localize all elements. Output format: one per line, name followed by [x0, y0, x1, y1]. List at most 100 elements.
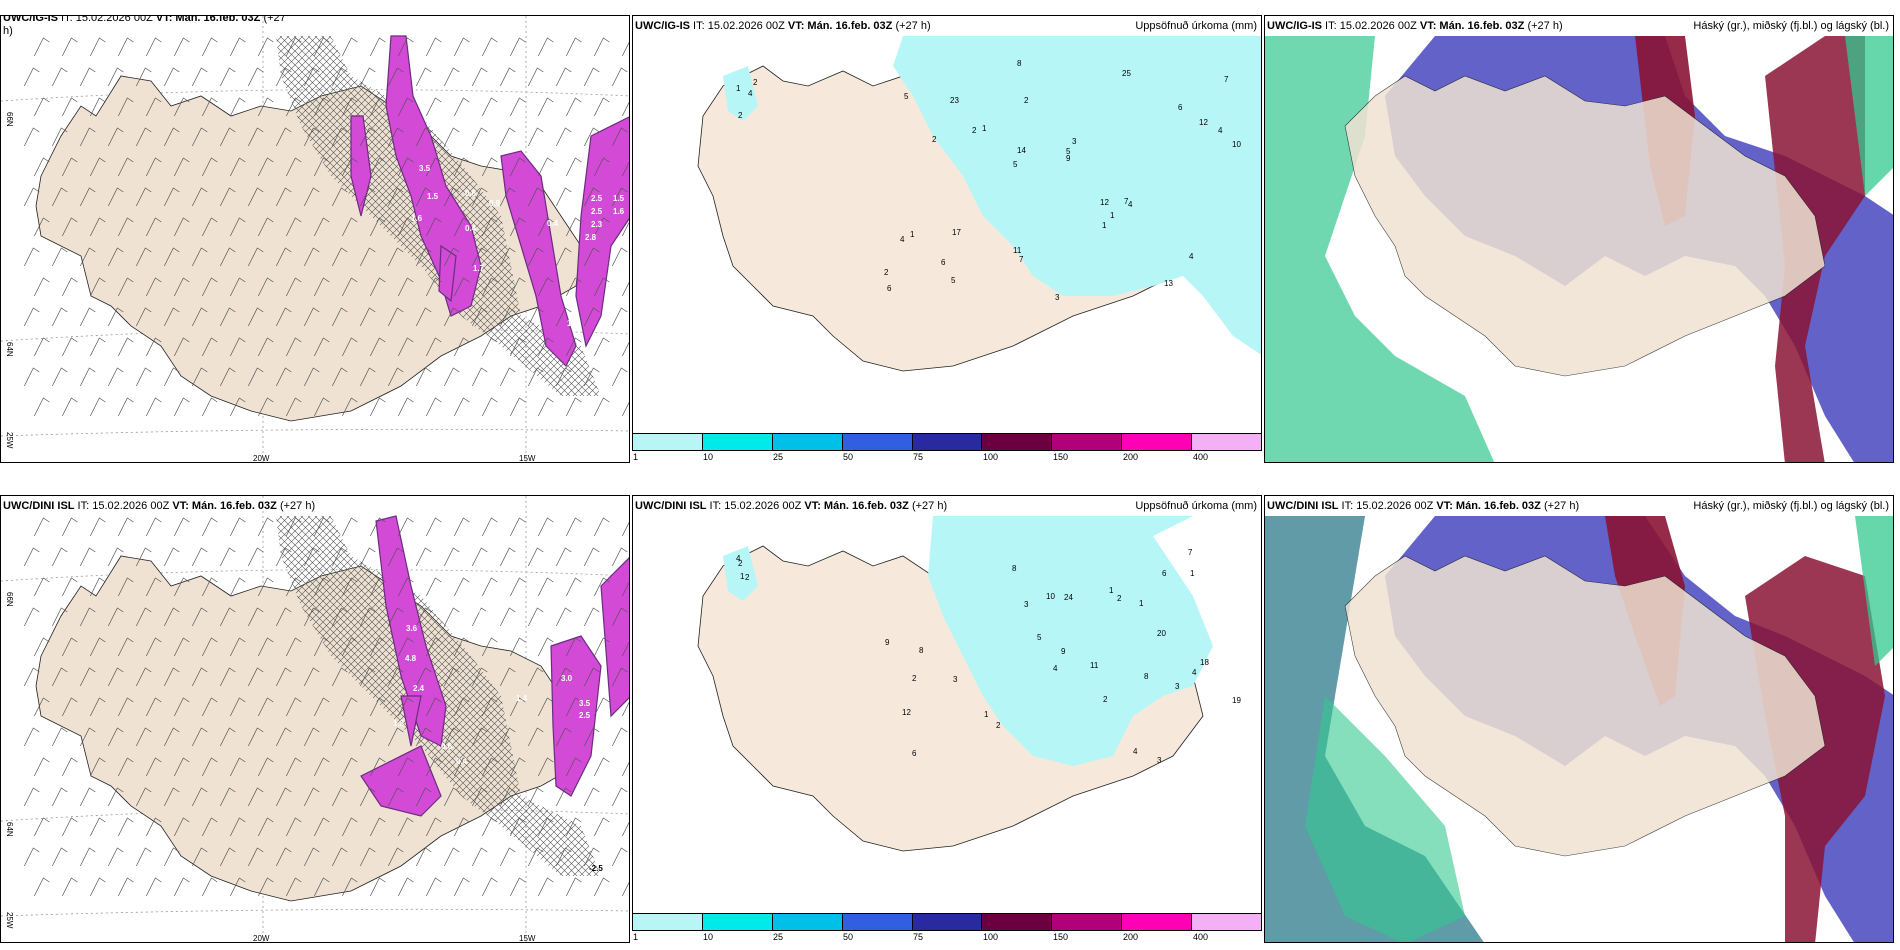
wind-barb [276, 367, 292, 387]
wind-barb [62, 97, 78, 117]
wind-barb [34, 877, 50, 897]
wind-barb [286, 697, 302, 717]
wind-barb [472, 367, 488, 387]
svg-text:0.4: 0.4 [465, 224, 477, 233]
wind-barb [426, 37, 442, 57]
svg-text:1.6: 1.6 [411, 214, 423, 223]
wind-barb [164, 307, 180, 327]
wind-barb [566, 217, 582, 237]
wind-barb [398, 757, 414, 777]
wind-barb [24, 367, 40, 387]
wind-barb [304, 547, 320, 567]
wind-barb [332, 547, 348, 567]
precip-value: 12 [1100, 198, 1109, 207]
wind-barb [314, 157, 330, 177]
wind-barb [416, 547, 432, 567]
panel-r1-wind: UWC/IG-IS IT: 15.02.2026 00Z VT: Mán. 16… [0, 15, 630, 463]
precip-value: 11 [1090, 661, 1099, 670]
wind-map: 3.6 2.4 1.3 0.6 0.4 3.0 3.5 2.5 4.8 -2.5… [1, 496, 629, 942]
wind-barb [90, 97, 106, 117]
wind-barb [52, 727, 68, 747]
wind-barb [556, 607, 572, 627]
wind-barb [90, 817, 106, 837]
precip-value: 17 [952, 228, 961, 237]
wind-barb [622, 881, 629, 897]
wind-barb [34, 577, 50, 597]
wind-barb [304, 667, 320, 687]
wind-barb [108, 367, 124, 387]
wind-barb [482, 877, 498, 897]
wind-barb [286, 97, 302, 117]
wind-barb [314, 337, 330, 357]
wind-barb [416, 367, 432, 387]
wind-barb [118, 337, 134, 357]
wind-barb [34, 757, 50, 777]
precip-value: 3 [1175, 682, 1180, 691]
wind-barb [332, 607, 348, 627]
wind-barb [398, 337, 414, 357]
wind-barb [594, 217, 610, 237]
wind-barb [426, 97, 442, 117]
colorbar-tick: 75 [913, 452, 924, 462]
precip-value: 14 [1017, 146, 1026, 155]
precip-area [893, 36, 1261, 355]
wind-barb [108, 127, 124, 147]
wind-barb [370, 277, 386, 297]
wind-barb [80, 607, 96, 627]
colorbar-swatch [1052, 434, 1123, 450]
precip-value: 4 [736, 554, 741, 563]
svg-text:2.8: 2.8 [585, 233, 597, 242]
wind-barb [258, 397, 274, 417]
wind-barb [34, 37, 50, 57]
wind-barb [62, 157, 78, 177]
wind-barb [80, 847, 96, 867]
wind-barb [24, 847, 40, 867]
precip-value: 4 [1189, 252, 1194, 261]
wind-barb [398, 817, 414, 837]
colorbar-tick: 25 [773, 932, 784, 942]
wind-barb [248, 787, 264, 807]
wind-barb [538, 517, 554, 537]
wind-barb [80, 307, 96, 327]
wind-barb [164, 127, 180, 147]
wind-barb [370, 697, 386, 717]
wind-barb [538, 277, 554, 297]
svg-text:2.5: 2.5 [591, 194, 603, 203]
wind-barb [594, 397, 610, 417]
wind-barb [164, 727, 180, 747]
wind-barb [398, 877, 414, 897]
wind-barb [220, 847, 236, 867]
wind-barb [52, 367, 68, 387]
wind-barb [342, 637, 358, 657]
wind-barb [612, 727, 628, 747]
wind-barb [304, 727, 320, 747]
wind-barb [314, 697, 330, 717]
wind-barb [192, 787, 208, 807]
wind-barb [248, 727, 264, 747]
svg-text:1.5: 1.5 [427, 192, 439, 201]
wind-barb [472, 127, 488, 147]
wind-barb [34, 97, 50, 117]
wind-barb [174, 637, 190, 657]
wind-barb [192, 367, 208, 387]
wind-barb [528, 127, 544, 147]
precip-value: 2 [738, 559, 743, 568]
wind-barb [286, 397, 302, 417]
precip-value: 3 [1157, 756, 1162, 765]
wind-barb [52, 667, 68, 687]
wind-barb [90, 157, 106, 177]
wind-barb [24, 547, 40, 567]
precip-value: 5 [904, 92, 909, 101]
wind-barb [556, 67, 572, 87]
precip-value: 6 [912, 749, 917, 758]
iceland-land [1344, 75, 1826, 377]
wind-barb [416, 67, 432, 87]
svg-text:66N: 66N [5, 592, 14, 607]
wind-barb [342, 277, 358, 297]
wind-barb [612, 127, 628, 147]
precip-value: 18 [1200, 658, 1209, 667]
wind-barb [136, 607, 152, 627]
wind-barb [192, 307, 208, 327]
wind-barb [426, 757, 442, 777]
wind-barb [304, 607, 320, 627]
